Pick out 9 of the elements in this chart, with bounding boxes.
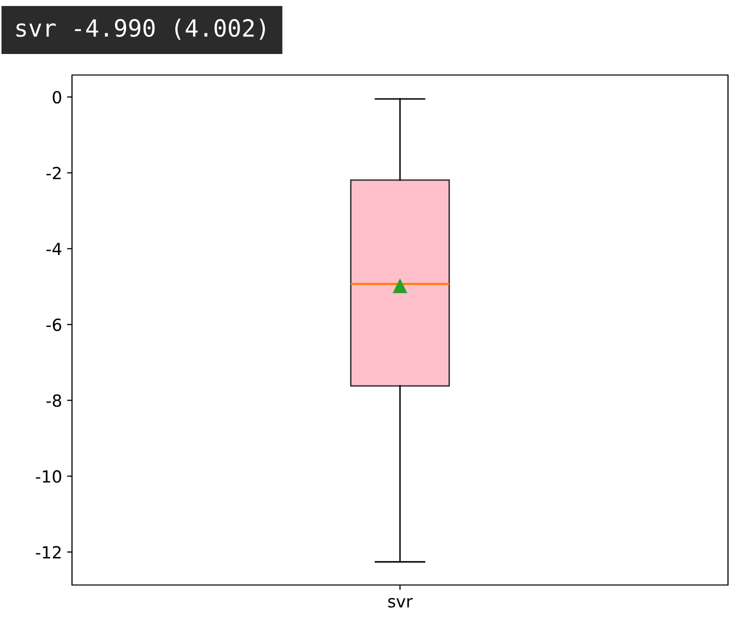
y-tick-label: 0	[52, 90, 62, 104]
y-tick-label: -4	[46, 242, 62, 255]
y-tick-label: -10	[36, 470, 62, 483]
chart-title: svr -4.990 (4.002)	[16, 18, 265, 40]
y-tick-label: -8	[46, 394, 62, 407]
y-tick-label: -12	[36, 546, 61, 558]
y-tick-label: -6	[46, 318, 62, 332]
y-tick-label: -2	[46, 166, 61, 180]
x-tick-label: svr	[388, 598, 413, 608]
